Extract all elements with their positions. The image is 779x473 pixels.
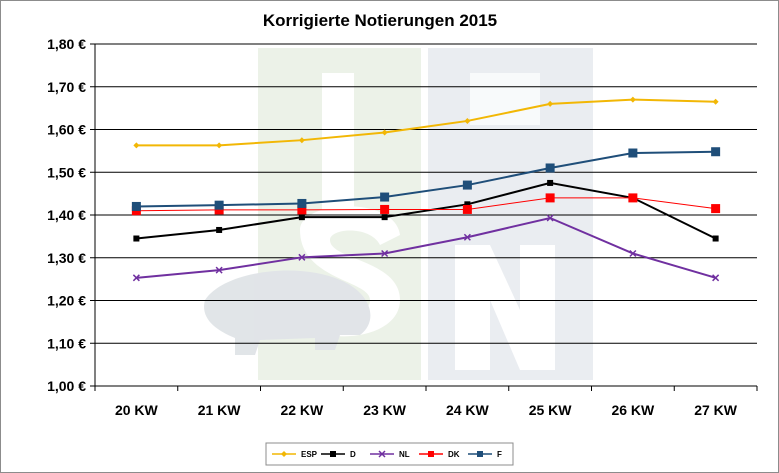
axes (94, 44, 758, 391)
series-line-f (136, 150, 716, 208)
data-point-f (711, 147, 721, 157)
x-tick-label: 20 KW (115, 402, 159, 418)
series-lines (131, 96, 721, 282)
legend-marker (378, 450, 386, 458)
x-tick-label: 24 KW (446, 402, 490, 418)
y-tick-label: 1,50 € (47, 164, 86, 180)
data-point-d (464, 201, 471, 208)
x-tick-label: 27 KW (694, 402, 738, 418)
data-point-d (547, 179, 554, 186)
data-point-f (131, 201, 141, 211)
y-tick-label: 1,20 € (47, 293, 86, 309)
y-tick-label: 1,10 € (47, 335, 86, 351)
x-tick-label: 25 KW (529, 402, 573, 418)
legend-label: F (497, 450, 502, 459)
data-point-esp (547, 100, 554, 107)
data-point-f (297, 198, 307, 208)
data-point-esp (216, 142, 223, 149)
data-point-nl (381, 249, 389, 258)
y-tick-label: 1,30 € (47, 250, 86, 266)
y-tick-label: 1,70 € (47, 79, 86, 95)
data-point-dk (380, 204, 390, 214)
data-point-d (381, 214, 388, 221)
data-point-esp (464, 117, 471, 124)
legend-label: ESP (301, 450, 318, 459)
data-point-dk (214, 205, 224, 215)
data-point-f (545, 163, 555, 173)
data-point-d (712, 235, 719, 242)
data-point-nl (132, 274, 140, 282)
data-point-dk (711, 204, 721, 214)
legend-label: D (350, 450, 356, 459)
gridlines (90, 43, 757, 387)
y-tick-label: 1,40 € (47, 207, 86, 223)
legend-item-f: F (468, 450, 502, 459)
series-line-esp (136, 98, 716, 147)
legend-item-dk: DK (419, 450, 460, 459)
data-point-esp (712, 98, 719, 105)
data-point-dk (545, 193, 555, 203)
legend-item-d: D (321, 450, 356, 459)
data-point-f (462, 180, 472, 190)
isn-watermark-logo (204, 48, 593, 380)
legend-marker (330, 451, 336, 457)
legend-label: DK (448, 450, 460, 459)
series-dk (131, 193, 721, 216)
x-tick-label: 22 KW (280, 402, 324, 418)
data-point-d (133, 235, 140, 242)
data-point-nl (712, 274, 720, 282)
x-tick-label: 23 KW (363, 402, 407, 418)
data-point-esp (381, 129, 388, 136)
data-point-esp (629, 96, 636, 103)
y-tick-label: 1,60 € (47, 122, 86, 138)
data-point-dk (628, 193, 638, 203)
data-point-f (380, 192, 390, 202)
x-tick-label: 26 KW (611, 402, 655, 418)
series-line-dk (136, 197, 716, 212)
data-point-f (628, 148, 638, 158)
legend-marker (428, 451, 434, 457)
series-esp (133, 96, 719, 149)
data-point-dk (462, 204, 472, 214)
legend-marker (281, 451, 287, 457)
x-tick-label: 21 KW (198, 402, 242, 418)
series-nl (132, 214, 720, 282)
legend-marker (477, 451, 483, 457)
series-line-nl (136, 216, 716, 279)
legend-item-esp: ESP (272, 450, 318, 459)
legend: ESP D NL DK F (272, 450, 502, 459)
data-point-nl (546, 214, 554, 222)
data-point-d (216, 226, 223, 233)
data-point-esp (133, 142, 140, 149)
y-tick-label: 1,80 € (47, 36, 86, 52)
series-f (131, 147, 721, 211)
legend-label: NL (399, 450, 410, 459)
series-d (133, 179, 719, 242)
series-line-d (136, 181, 717, 240)
data-point-nl (463, 233, 471, 241)
x-axis-tick-labels: 20 KW 21 KW 22 KW 23 KW 24 KW 25 KW 26 KW 27 KW (115, 402, 738, 418)
data-point-nl (215, 266, 223, 274)
y-axis-tick-labels: 1,00 € 1,10 € 1,20 € 1,30 € 1,40 € 1,50 € 1,60… (47, 36, 86, 394)
data-point-dk (297, 205, 307, 215)
data-point-esp (298, 137, 305, 144)
legend-item-nl: NL (370, 450, 410, 459)
data-point-nl (629, 249, 637, 258)
y-tick-label: 1,00 € (47, 378, 86, 394)
data-point-nl (298, 253, 306, 261)
data-point-f (214, 200, 224, 210)
chart-title: Korrigierte Notierungen 2015 (263, 11, 497, 30)
data-point-d (298, 214, 305, 221)
